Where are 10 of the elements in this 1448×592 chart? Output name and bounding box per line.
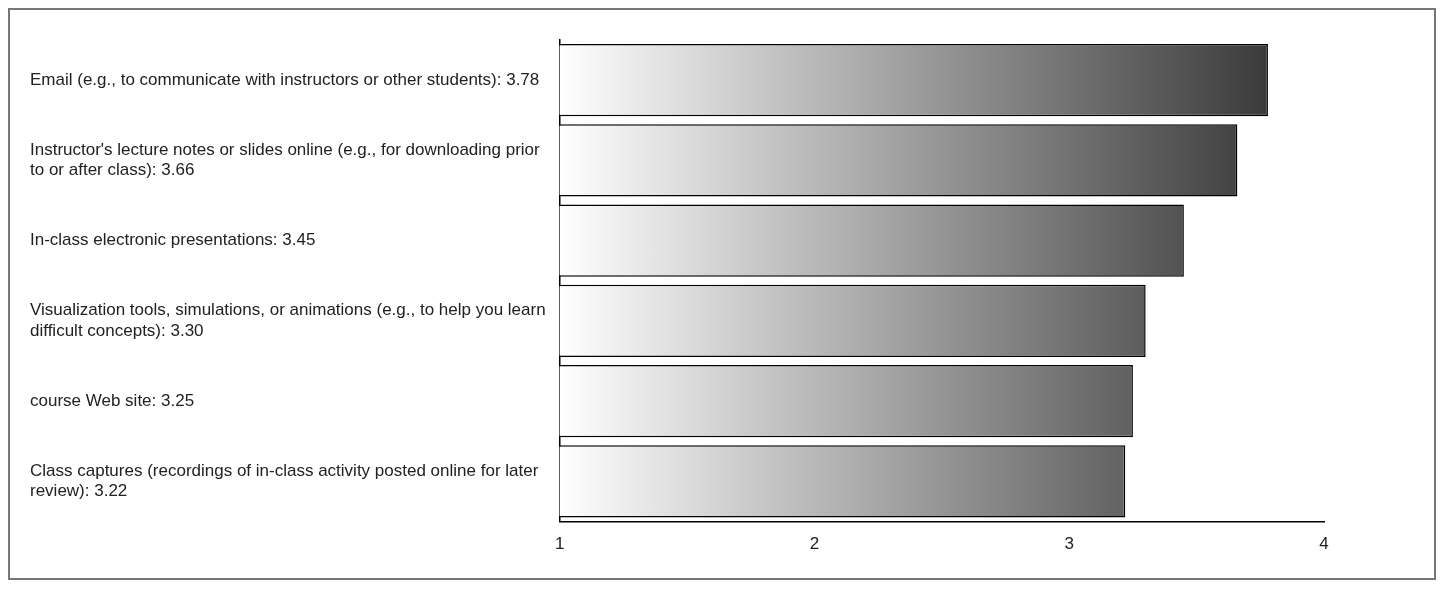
y-tick-label: Visualization tools, simulations, or animations (e.g., to help you learn difficult concepts): 3.30	[30, 300, 546, 340]
y-tick-label: In-class electronic presentations: 3.45	[30, 230, 316, 250]
y-tick-label: Email (e.g., to communicate with instructors or other students): 3.78	[30, 69, 540, 89]
x-tick-label: 3	[1064, 534, 1074, 554]
y-tick-label: Instructor's lecture notes or slides online (e.g., for downloading prior to or after class): 3.66	[30, 139, 541, 180]
x-tick-label: 4	[1319, 534, 1329, 554]
x-tick-label: 2	[809, 534, 820, 554]
x-tick-label: 1	[554, 534, 565, 554]
y-tick-label: course Web site: 3.25	[30, 390, 195, 410]
y-tick-label: Class captures (recordings of in-class activity posted online for later review): 3.22	[30, 460, 539, 501]
